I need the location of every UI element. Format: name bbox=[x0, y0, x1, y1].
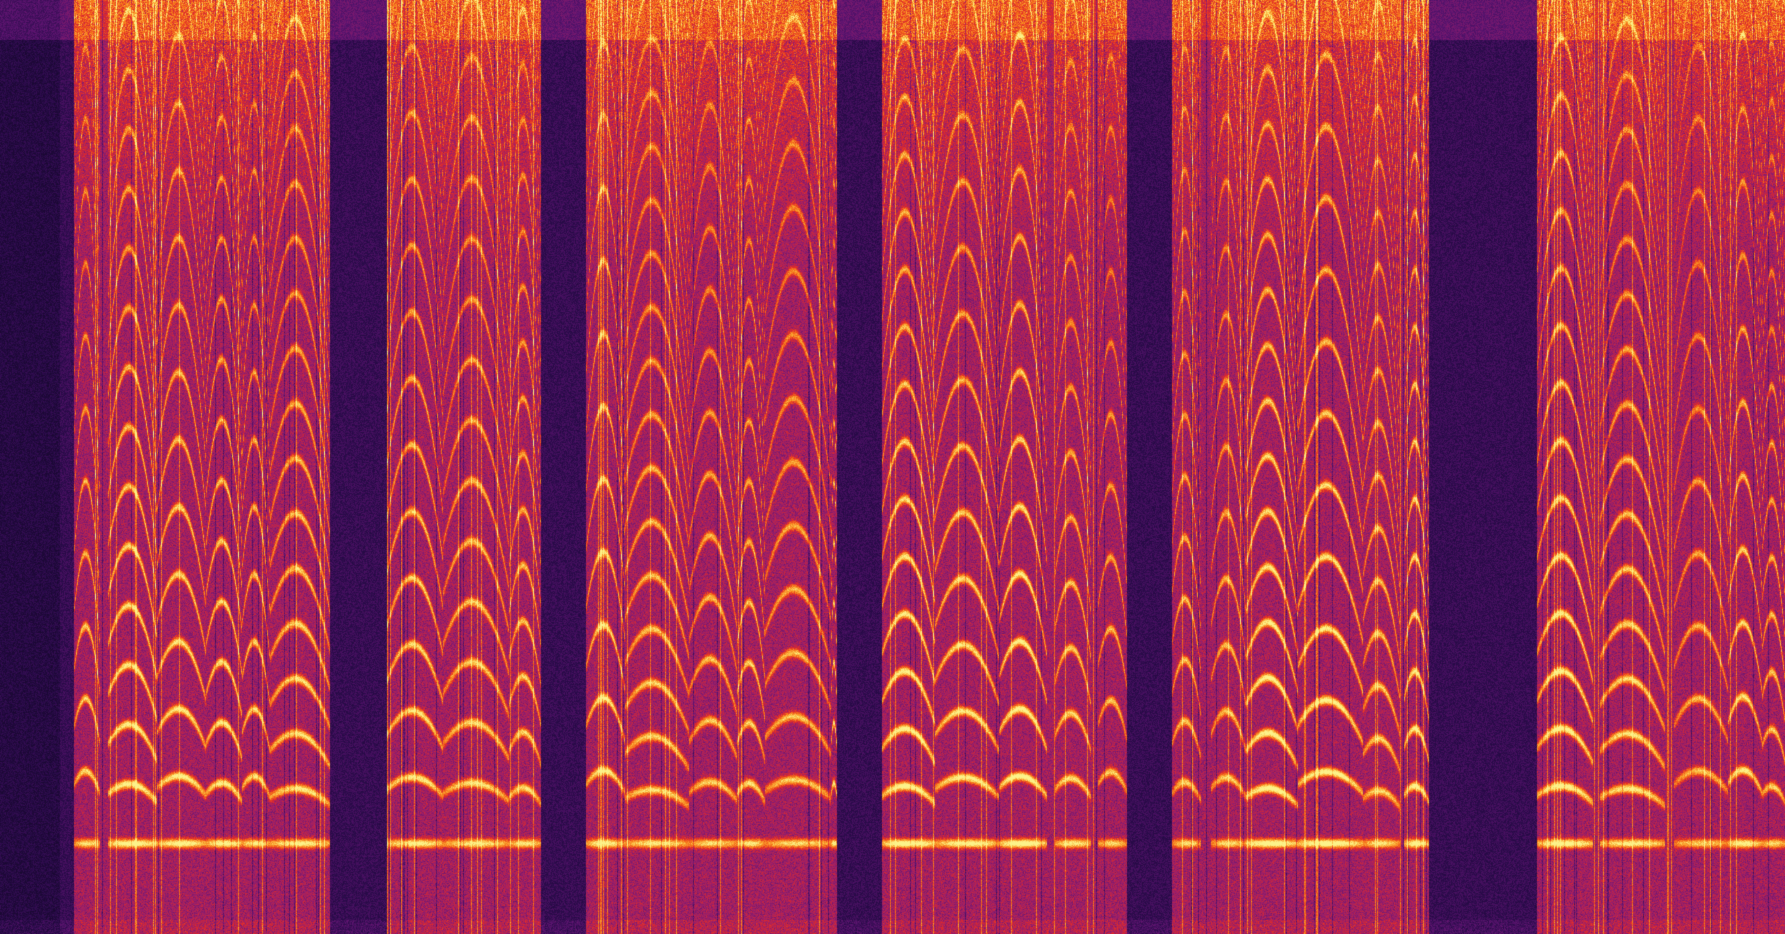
spectrogram-canvas bbox=[0, 0, 1785, 934]
spectrogram-image bbox=[0, 0, 1785, 934]
